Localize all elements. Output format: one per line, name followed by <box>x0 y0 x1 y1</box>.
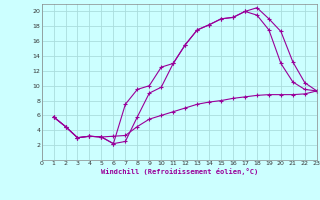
X-axis label: Windchill (Refroidissement éolien,°C): Windchill (Refroidissement éolien,°C) <box>100 168 258 175</box>
